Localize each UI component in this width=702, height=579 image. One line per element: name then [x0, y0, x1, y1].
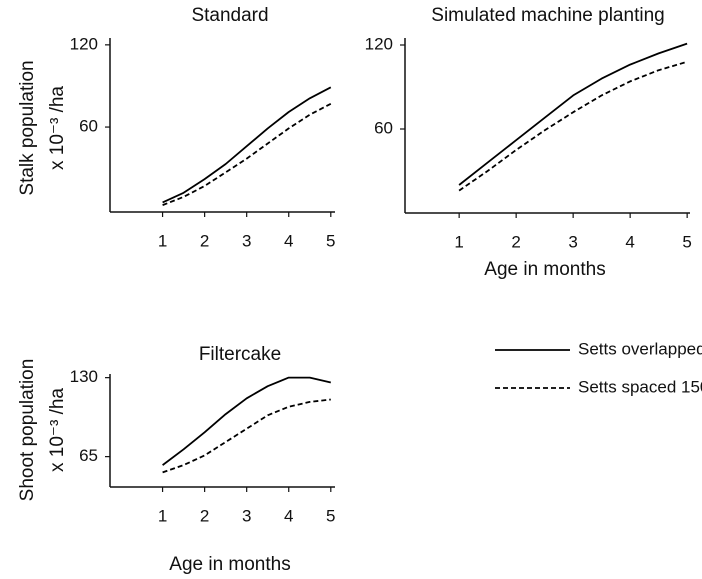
- legend-label: Setts overlapped 50%: [578, 339, 702, 358]
- chart-title: Filtercake: [199, 344, 281, 365]
- x-tick-label: 2: [200, 231, 209, 250]
- x-tick-label: 3: [242, 506, 251, 525]
- series-line: [162, 376, 332, 466]
- series-line: [458, 60, 688, 192]
- y-axis-label: Stalk population: [17, 60, 38, 195]
- x-tick-label: 1: [454, 232, 463, 251]
- y-tick-label: 120: [70, 34, 98, 53]
- series-line: [458, 42, 688, 186]
- x-tick-label: 4: [284, 231, 293, 250]
- x-tick-label: 5: [682, 232, 691, 251]
- x-tick-label: 3: [568, 232, 577, 251]
- x-axis-label: Age in months: [484, 259, 605, 280]
- chart-title: Simulated machine planting: [431, 5, 664, 26]
- y-axis-label: Shoot population: [17, 359, 38, 502]
- x-tick-label: 2: [200, 506, 209, 525]
- x-tick-label: 5: [326, 506, 335, 525]
- x-tick-label: 1: [158, 231, 167, 250]
- x-axis-label: Age in months: [169, 554, 290, 575]
- series-line: [162, 86, 332, 204]
- x-tick-label: 4: [625, 232, 634, 251]
- y-axis-label: x 10⁻³ /ha: [47, 86, 68, 170]
- chart-title: Standard: [191, 5, 268, 26]
- y-tick-label: 65: [79, 446, 98, 465]
- x-tick-label: 4: [284, 506, 293, 525]
- x-tick-label: 2: [511, 232, 520, 251]
- x-tick-label: 1: [158, 506, 167, 525]
- series-line: [162, 398, 331, 474]
- x-tick-label: 3: [242, 231, 251, 250]
- series-line: [162, 103, 332, 206]
- y-axis-label: x 10⁻³ /ha: [47, 388, 68, 472]
- y-tick-label: 130: [70, 367, 98, 386]
- y-tick-label: 60: [79, 117, 98, 136]
- y-tick-label: 120: [365, 34, 393, 53]
- x-tick-label: 5: [326, 231, 335, 250]
- y-tick-label: 60: [374, 118, 393, 137]
- legend-label: Setts spaced 150 mm: [578, 377, 702, 396]
